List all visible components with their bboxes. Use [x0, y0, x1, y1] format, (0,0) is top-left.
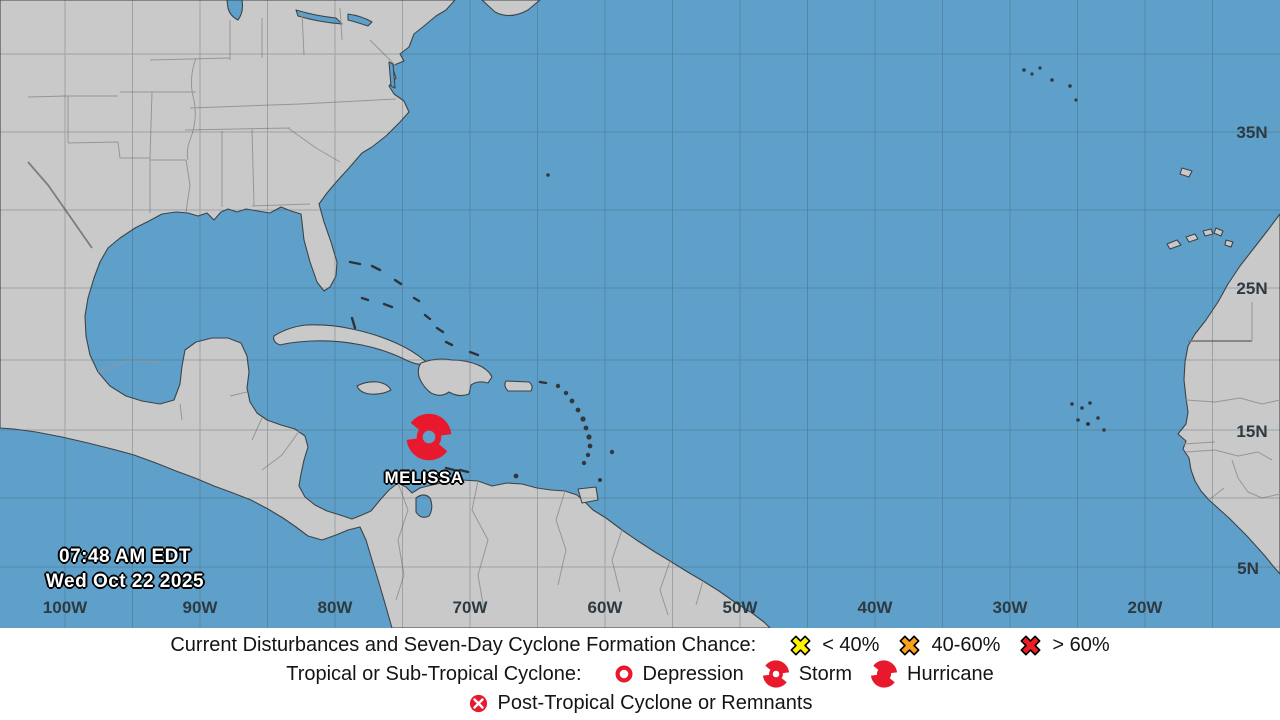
- lon-label: 80W: [318, 598, 354, 617]
- storm-name-label[interactable]: MELISSA: [384, 468, 464, 487]
- legend-storm-label: Storm: [798, 662, 853, 685]
- timestamp-date: Wed Oct 22 2025: [45, 571, 205, 592]
- puerto-rico: [504, 380, 533, 392]
- legend-low-chance-label: < 40%: [822, 633, 880, 656]
- legend-row-post-tropical: Post-Tropical Cyclone or Remnants: [468, 689, 813, 718]
- legend-hurricane-label: Hurricane: [907, 662, 994, 685]
- lon-label: 30W: [993, 598, 1029, 617]
- timestamp: 07:48 AM EDT Wed Oct 22 2025: [22, 544, 228, 594]
- longitude-labels: 100W 90W 80W 70W 60W 50W 40W 30W 20W: [43, 598, 1164, 617]
- legend-item-hurricane: Hurricane: [870, 660, 994, 688]
- storm-cyclone-icon: [762, 660, 790, 688]
- lon-label: 70W: [453, 598, 489, 617]
- nova-scotia: [481, 0, 541, 17]
- lat-label: 35N: [1236, 123, 1267, 142]
- legend-row-cyclone-types: Tropical or Sub-Tropical Cyclone: Depres…: [286, 660, 994, 689]
- graticule: [0, 0, 1280, 628]
- lon-label: 20W: [1128, 598, 1164, 617]
- lesser-antilles: [513, 173, 615, 482]
- legend-post-tropical-label: Post-Tropical Cyclone or Remnants: [497, 691, 813, 714]
- legend-medium-chance-label: 40-60%: [931, 633, 1001, 656]
- legend-item-medium-chance: 40-60%: [897, 633, 1000, 658]
- basemap: 100W 90W 80W 70W 60W 50W 40W 30W 20W 35N…: [0, 0, 1280, 628]
- atlantic-basin-map[interactable]: 100W 90W 80W 70W 60W 50W 40W 30W 20W 35N…: [0, 0, 1280, 628]
- chesapeake-bay: [388, 61, 396, 89]
- legend-formation-title: Current Disturbances and Seven-Day Cyclo…: [170, 633, 757, 656]
- legend-item-high-chance: > 60%: [1018, 633, 1110, 658]
- lat-label: 5N: [1237, 559, 1259, 578]
- trinidad: [577, 486, 599, 504]
- hurricane-cyclone-icon: [870, 660, 898, 688]
- legend-row-formation-chance: Current Disturbances and Seven-Day Cyclo…: [170, 631, 1109, 660]
- small-islands: [348, 66, 1106, 482]
- x-mark-yellow-icon: [788, 633, 813, 658]
- state-country-borders: [27, 7, 1280, 616]
- lat-label: 15N: [1236, 422, 1267, 441]
- depression-circle-icon: [614, 664, 634, 684]
- lon-label: 60W: [588, 598, 624, 617]
- legend-item-low-chance: < 40%: [788, 633, 879, 658]
- lon-label: 90W: [183, 598, 219, 617]
- africa-landmass: [1177, 213, 1280, 575]
- lake-ontario: [347, 13, 373, 27]
- mexico-central-america-borders: [97, 359, 301, 471]
- lake-maracaibo: [415, 494, 433, 518]
- legend-item-depression: Depression: [614, 663, 744, 686]
- lake-erie: [295, 9, 343, 25]
- jamaica: [356, 381, 392, 395]
- madeira: [1179, 167, 1193, 178]
- tropical-storm-icon[interactable]: [405, 413, 453, 461]
- lon-label: 40W: [858, 598, 894, 617]
- post-tropical-circle-x-icon: [468, 693, 489, 714]
- x-mark-orange-icon: [897, 633, 922, 658]
- cuba: [273, 324, 429, 366]
- azores-capeverde: [1022, 66, 1106, 432]
- lake-michigan: [226, 0, 244, 21]
- legend: Current Disturbances and Seven-Day Cyclo…: [0, 628, 1280, 720]
- timestamp-time: 07:48 AM EDT: [59, 546, 191, 567]
- africa-borders: [1182, 302, 1280, 501]
- landmasses: [0, 0, 1280, 628]
- legend-cyclone-title: Tropical or Sub-Tropical Cyclone:: [286, 662, 582, 685]
- lon-label: 100W: [43, 598, 88, 617]
- hispaniola: [417, 358, 493, 397]
- lon-label: 50W: [723, 598, 759, 617]
- south-america-borders: [395, 480, 704, 616]
- lat-label: 25N: [1236, 279, 1267, 298]
- canary-islands: [1166, 227, 1234, 250]
- rio-grande-border: [27, 161, 93, 249]
- legend-depression-label: Depression: [642, 662, 744, 685]
- legend-item-post-tropical: Post-Tropical Cyclone or Remnants: [468, 691, 813, 715]
- americas-landmass: [0, 0, 771, 628]
- lakes: [226, 0, 433, 518]
- legend-item-storm: Storm: [762, 660, 852, 688]
- legend-high-chance-label: > 60%: [1052, 633, 1110, 656]
- x-mark-red-icon: [1018, 633, 1043, 658]
- latitude-labels: 35N 25N 15N 5N: [1236, 123, 1267, 578]
